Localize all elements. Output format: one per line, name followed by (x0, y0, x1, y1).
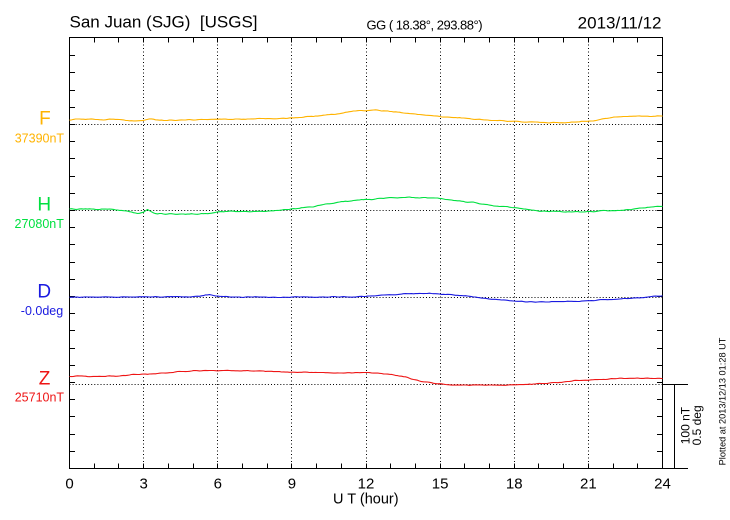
svg-text:27080nT: 27080nT (15, 217, 65, 231)
svg-text:-0.0deg: -0.0deg (21, 304, 63, 318)
svg-text:F: F (39, 109, 51, 130)
svg-text:GG ( 18.38°, 293.88°): GG ( 18.38°, 293.88°) (367, 17, 483, 32)
svg-text:0.5 deg: 0.5 deg (690, 405, 704, 445)
svg-text:9: 9 (288, 475, 296, 492)
svg-text:Plotted at 2013/12/13 01:28 UT: Plotted at 2013/12/13 01:28 UT (718, 337, 728, 465)
svg-text:37390nT: 37390nT (15, 131, 65, 145)
svg-text:Z: Z (39, 369, 51, 390)
svg-text:24: 24 (654, 475, 671, 492)
svg-text:6: 6 (214, 475, 222, 492)
svg-text:2013/11/12: 2013/11/12 (578, 13, 662, 32)
svg-text:San Juan (SJG) [USGS]: San Juan (SJG) [USGS] (70, 13, 258, 32)
svg-text:12: 12 (358, 475, 375, 492)
svg-text:100 nT: 100 nT (679, 406, 693, 444)
svg-text:0: 0 (65, 475, 73, 492)
svg-text:15: 15 (432, 475, 449, 492)
svg-text:3: 3 (139, 475, 147, 492)
svg-text:18: 18 (506, 475, 523, 492)
svg-text:U T (hour): U T (hour) (333, 492, 399, 508)
svg-text:H: H (37, 195, 51, 216)
svg-text:25710nT: 25710nT (15, 391, 65, 405)
svg-text:21: 21 (580, 475, 597, 492)
svg-text:D: D (37, 281, 51, 302)
